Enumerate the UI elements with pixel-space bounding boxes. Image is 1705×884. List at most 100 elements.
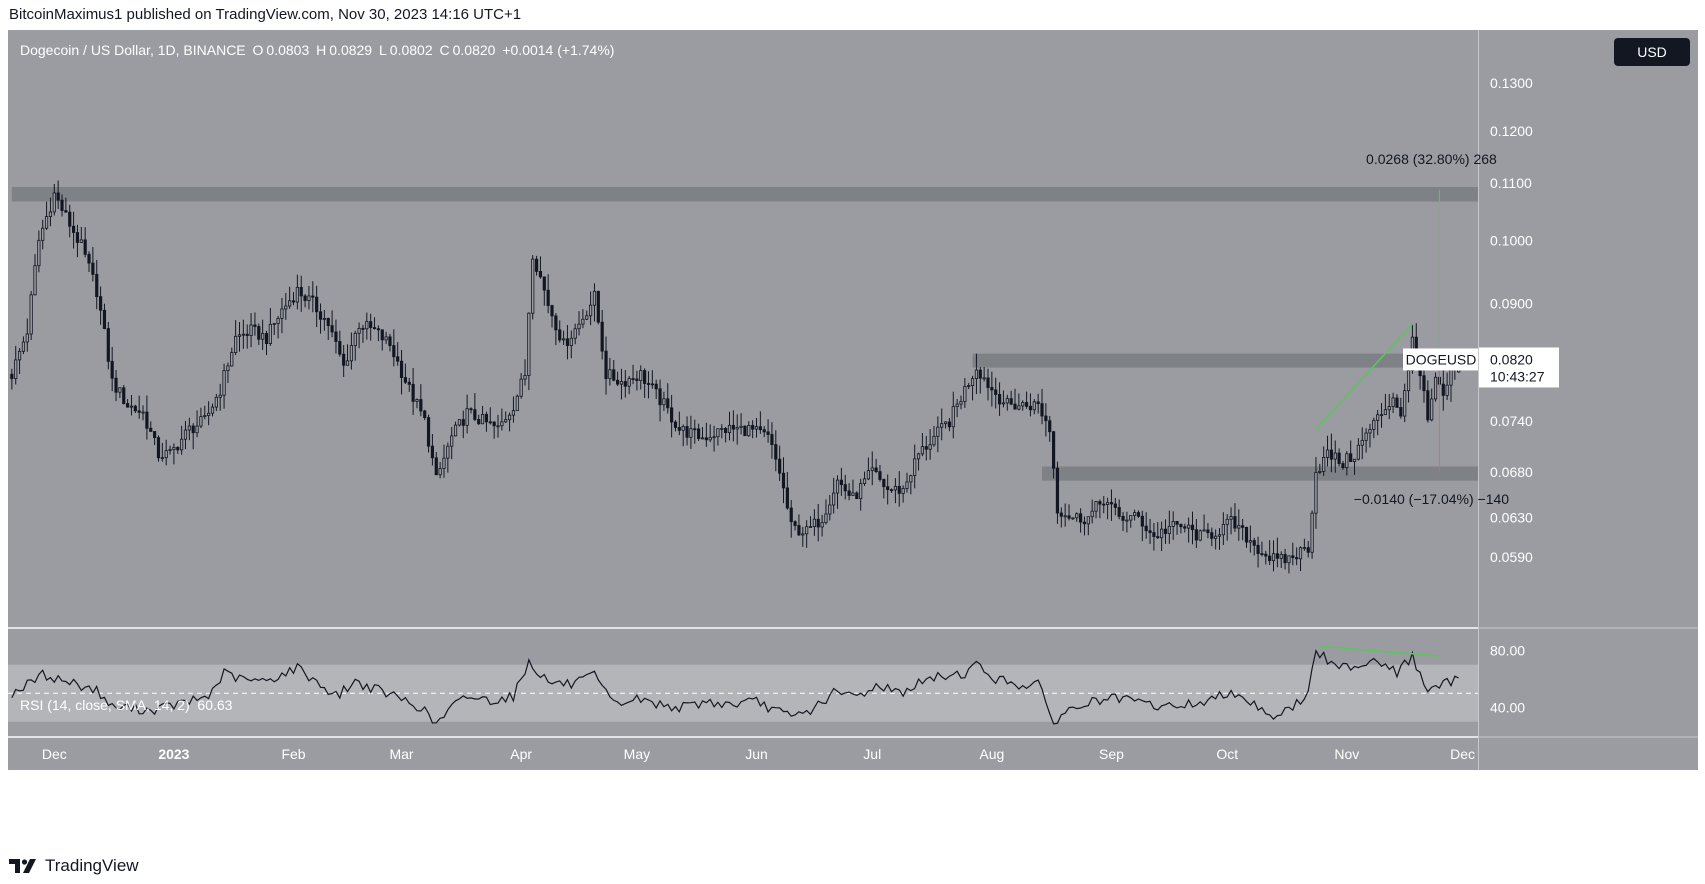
candle-body xyxy=(291,300,296,303)
time-axis xyxy=(8,738,1478,770)
candle-body xyxy=(1113,503,1117,508)
candle-body xyxy=(153,431,157,438)
candle-body xyxy=(1133,512,1137,516)
candle-body xyxy=(608,369,612,380)
measure-down-label: −0.0140 (−17.04%) −140 xyxy=(1354,491,1510,507)
y-tick-label: 0.1300 xyxy=(1490,75,1533,91)
candle-body xyxy=(210,406,215,414)
candle-body xyxy=(1055,467,1060,514)
candle-body xyxy=(604,350,608,380)
candle-body xyxy=(284,305,288,310)
candle-body xyxy=(739,425,743,428)
candle-body xyxy=(1279,554,1283,559)
candle-body xyxy=(268,323,272,344)
price-axis xyxy=(1479,30,1698,770)
candle-body xyxy=(839,479,843,485)
candle-body xyxy=(160,457,164,460)
candle-body xyxy=(1179,523,1183,528)
candle-body xyxy=(1175,520,1179,525)
candle-body xyxy=(589,304,593,317)
price-tag-countdown: 10:43:27 xyxy=(1490,368,1545,384)
candle-body xyxy=(847,490,851,496)
candle-body xyxy=(37,239,41,267)
candle-body xyxy=(48,211,53,217)
candle-body xyxy=(87,253,91,264)
candle-body xyxy=(1275,553,1279,559)
candle-body xyxy=(1352,458,1357,463)
currency-button[interactable]: USD xyxy=(1614,38,1690,66)
header: BitcoinMaximus1 published on TradingView… xyxy=(0,0,1705,30)
candle-body xyxy=(1144,525,1148,532)
candle-body xyxy=(1337,452,1341,464)
candle-body xyxy=(870,467,874,471)
candle-body xyxy=(673,421,678,428)
candle-body xyxy=(1071,517,1075,520)
candle-body xyxy=(1318,471,1322,473)
candle-body xyxy=(1302,547,1306,550)
candle-body xyxy=(735,427,739,430)
candle-body xyxy=(805,526,809,535)
candle-body xyxy=(658,388,662,406)
candle-body xyxy=(955,403,959,407)
candle-body xyxy=(835,479,840,494)
candle-body xyxy=(342,353,346,366)
candle-body xyxy=(1129,515,1133,521)
x-tick-label: Sep xyxy=(1099,746,1124,762)
candle-body xyxy=(1036,401,1040,405)
candle-body xyxy=(207,412,211,416)
candle-body xyxy=(60,199,64,211)
candle-body xyxy=(913,458,917,477)
chart-canvas[interactable]: 0.0268 (32.80%) 268 −0.0140 (−17.04%) −14… xyxy=(8,30,1698,840)
candle-body xyxy=(411,383,415,402)
candle-body xyxy=(511,410,516,416)
candle-body xyxy=(1067,515,1071,519)
chart-frame[interactable]: 0.0268 (32.80%) 268 −0.0140 (−17.04%) −14… xyxy=(8,30,1698,840)
candle-body xyxy=(52,192,56,213)
candle-body xyxy=(64,210,68,213)
candle-body xyxy=(1109,502,1114,505)
candle-body xyxy=(785,487,789,509)
candle-body xyxy=(156,437,161,459)
candle-body xyxy=(577,323,581,330)
candle-body xyxy=(778,458,782,474)
green-trendline xyxy=(1315,323,1413,430)
candle-body xyxy=(1360,439,1364,446)
candle-body xyxy=(1183,526,1187,529)
candle-body xyxy=(79,239,83,243)
candle-body xyxy=(1399,407,1403,417)
candle-body xyxy=(1005,398,1009,404)
candle-body xyxy=(874,467,878,472)
x-tick-label: 2023 xyxy=(158,746,189,762)
rsi-legend-value: 60.63 xyxy=(197,697,233,713)
legend-change: +0.0014 (+1.74%) xyxy=(502,42,615,58)
candle-body xyxy=(372,327,377,330)
candle-body xyxy=(862,478,867,484)
candle-body xyxy=(1237,525,1241,529)
candle-body xyxy=(1028,405,1033,411)
candle-body xyxy=(770,434,774,446)
candle-body xyxy=(920,446,925,455)
candle-body xyxy=(469,408,473,411)
candle-body xyxy=(133,405,137,412)
candle-body xyxy=(492,421,496,427)
candle-body xyxy=(534,258,539,272)
candle-body xyxy=(95,273,99,298)
candle-body xyxy=(345,360,350,366)
rsi-legend: RSI (14, close, SMA, 14, 2) 60.63 xyxy=(20,697,232,713)
candle-body xyxy=(1426,390,1430,421)
candle-body xyxy=(1271,553,1276,562)
legend-open-value: 0.0803 xyxy=(266,42,310,58)
candle-body xyxy=(704,437,708,441)
candle-body xyxy=(716,428,720,438)
candle-body xyxy=(330,325,334,333)
price-tag-symbol: DOGEUSD xyxy=(1406,351,1477,367)
price-tag-value: 0.0820 xyxy=(1490,351,1533,367)
candle-body xyxy=(585,315,589,320)
candle-body xyxy=(357,327,361,334)
candle-body xyxy=(137,410,141,413)
candle-body xyxy=(1171,520,1175,527)
candle-body xyxy=(241,333,245,336)
candle-body xyxy=(1163,528,1168,534)
candle-body xyxy=(751,425,755,430)
candle-body xyxy=(793,521,797,526)
